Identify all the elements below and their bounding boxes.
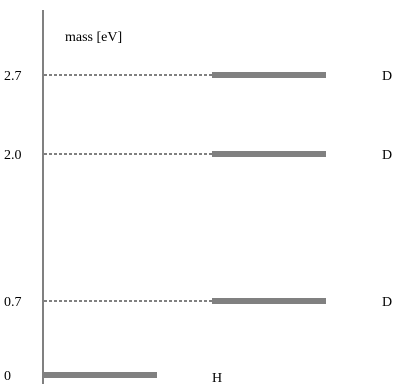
level-band	[212, 298, 326, 304]
level-label: D	[382, 148, 392, 163]
level-label: H	[212, 371, 222, 386]
level-band	[212, 72, 326, 78]
tick-label: 2.7	[4, 69, 22, 84]
level-band	[44, 372, 157, 378]
tick-label: 0.7	[4, 295, 22, 310]
tick-label: 0	[4, 369, 11, 384]
level-label: D	[382, 295, 392, 310]
levels-layer: 2.7 2.0 0.7 0 D D D H	[4, 69, 392, 386]
tick-label: 2.0	[4, 148, 22, 163]
level-label: D	[382, 69, 392, 84]
axis-title: mass [eV]	[65, 30, 122, 45]
level-band	[212, 151, 326, 157]
